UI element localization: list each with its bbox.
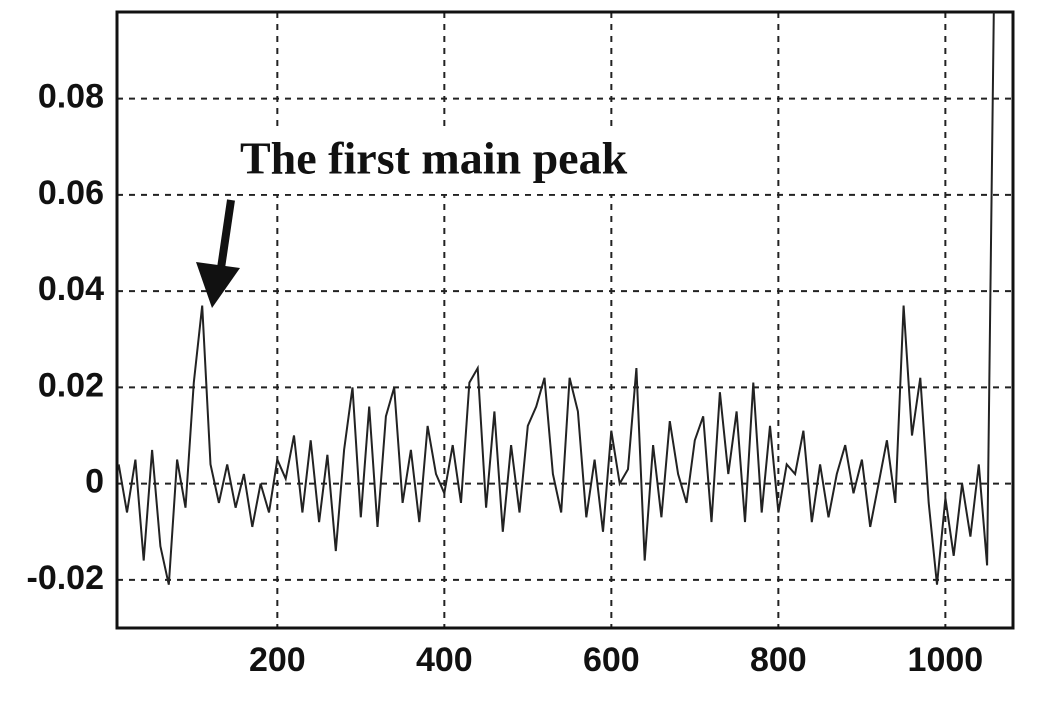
y-tick-label: 0.04 [38,270,104,308]
arrow-shaft [216,199,235,276]
y-tick-label: 0.08 [38,78,104,116]
y-tick-label: 0.06 [38,174,104,212]
plot-frame [115,10,1015,630]
signal-line [117,11,995,585]
annotation: The first main peak [240,133,628,184]
x-tick-label: 200 [249,641,306,679]
x-tick-label: 400 [416,641,473,679]
grid [117,12,1013,628]
arrow [196,199,240,308]
annotation-backdrop [236,132,692,194]
x-tick-label: 1000 [908,641,984,679]
x-tick-label: 800 [750,641,807,679]
arrow-head [196,262,240,308]
y-tick-label: 0 [85,463,104,501]
y-tick-label: -0.02 [27,559,105,597]
y-tick-label: 0.02 [38,366,104,404]
x-tick-label: 600 [583,641,640,679]
